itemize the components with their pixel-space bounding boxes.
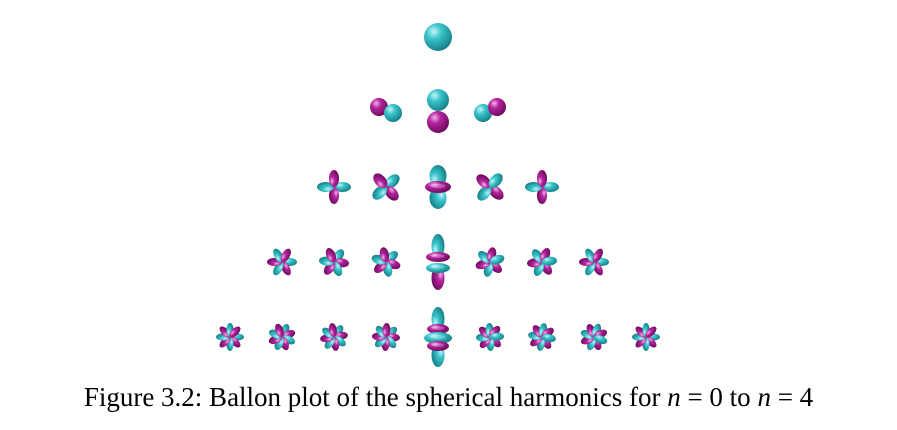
figure-caption: Figure 3.2: Ballon plot of the spherical… <box>0 382 897 413</box>
harmonic-n4-m0 <box>424 307 452 367</box>
harmonic-n2-m-2 <box>317 170 351 204</box>
harmonic-n3-m0 <box>426 234 450 290</box>
caption-var-n1: n <box>667 382 681 412</box>
harmonic-n4-m4 <box>632 323 660 351</box>
harmonic-n3-m3 <box>579 248 609 276</box>
harmonic-n3-m-2 <box>319 248 349 276</box>
harmonic-n4-m-1 <box>372 323 400 351</box>
caption-var-n2: n <box>757 382 771 412</box>
harmonic-n3-m-3 <box>267 248 297 276</box>
harmonic-n2-m2 <box>525 170 559 204</box>
harmonic-n4-m2 <box>528 323 556 351</box>
harmonic-n2-m0 <box>425 165 451 209</box>
harmonic-n4-m1 <box>476 323 504 351</box>
caption-prefix: Figure 3.2: Ballon plot of the spherical… <box>83 382 668 412</box>
harmonic-n4-m-3 <box>268 323 296 351</box>
harmonic-n1-m0 <box>427 89 449 133</box>
harmonic-n3-m-1 <box>371 247 401 277</box>
caption-eq1: = 0 <box>680 382 723 412</box>
caption-mid: to <box>722 382 758 412</box>
harmonic-n1-m1 <box>474 98 506 122</box>
caption-eq2: = 4 <box>770 382 814 412</box>
harmonic-n2-m-1 <box>372 173 400 201</box>
harmonic-n4-m-2 <box>320 323 348 351</box>
harmonic-n3-m1 <box>475 247 505 277</box>
harmonic-n0-m0 <box>424 23 452 51</box>
harmonic-n2-m1 <box>476 173 504 201</box>
harmonic-n4-m-4 <box>216 323 244 351</box>
spherical-harmonics-figure <box>216 23 660 367</box>
harmonic-n4-m3 <box>580 323 608 351</box>
harmonic-n1-m-1 <box>370 98 402 122</box>
harmonic-n3-m2 <box>527 248 557 276</box>
